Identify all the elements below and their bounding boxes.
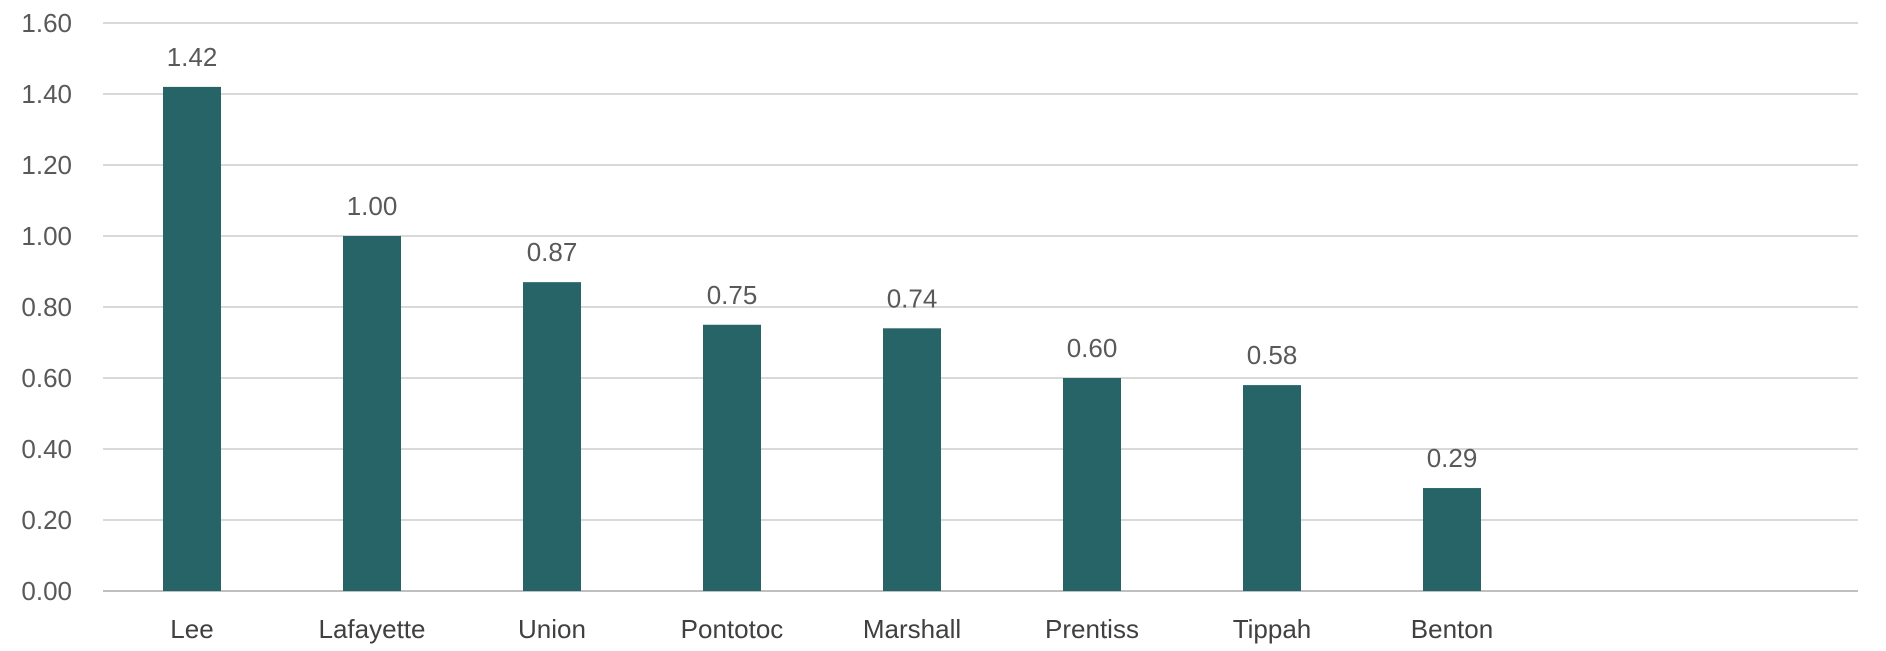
y-tick-label: 1.40 (21, 79, 72, 109)
bar (163, 86, 221, 592)
y-tick-label: 0.80 (21, 292, 72, 322)
category-label: Tippah (1233, 614, 1312, 644)
data-label: 0.75 (707, 280, 758, 310)
y-tick-label: 0.00 (21, 576, 72, 606)
data-label: 1.42 (167, 42, 218, 72)
bar (343, 236, 401, 591)
bars (163, 86, 1481, 592)
bar (703, 324, 761, 591)
data-label: 0.87 (527, 237, 578, 267)
category-label: Lafayette (319, 614, 426, 644)
y-tick-label: 1.60 (21, 8, 72, 38)
bar (1243, 385, 1301, 591)
data-label: 0.60 (1067, 333, 1118, 363)
y-tick-label: 1.20 (21, 150, 72, 180)
y-tick-label: 1.00 (21, 221, 72, 251)
y-tick-label: 0.60 (21, 363, 72, 393)
y-tick-label: 0.20 (21, 505, 72, 535)
y-axis-tick-labels: 0.00 0.20 0.40 0.60 0.80 1.00 1.20 1.40 1.60 (21, 8, 72, 606)
y-tick-label: 0.40 (21, 434, 72, 464)
x-axis-category-labels: Lee Lafayette Union Pontotoc Marshall Prentis… (170, 614, 1493, 644)
data-label: 0.29 (1427, 443, 1478, 473)
data-labels: 1.42 1.00 0.87 0.75 0.74 0.60 0.58 0.29 (167, 42, 1478, 473)
category-label: Pontotoc (681, 614, 784, 644)
category-label: Marshall (863, 614, 961, 644)
bar (1063, 378, 1121, 591)
data-label: 0.58 (1247, 340, 1298, 370)
bar (523, 282, 581, 591)
category-label: Lee (170, 614, 213, 644)
bar (1423, 488, 1481, 591)
data-label: 0.74 (887, 283, 938, 313)
category-label: Benton (1411, 614, 1493, 644)
category-label: Union (518, 614, 586, 644)
data-label: 1.00 (347, 191, 398, 221)
bar (883, 328, 941, 591)
category-label: Prentiss (1045, 614, 1139, 644)
